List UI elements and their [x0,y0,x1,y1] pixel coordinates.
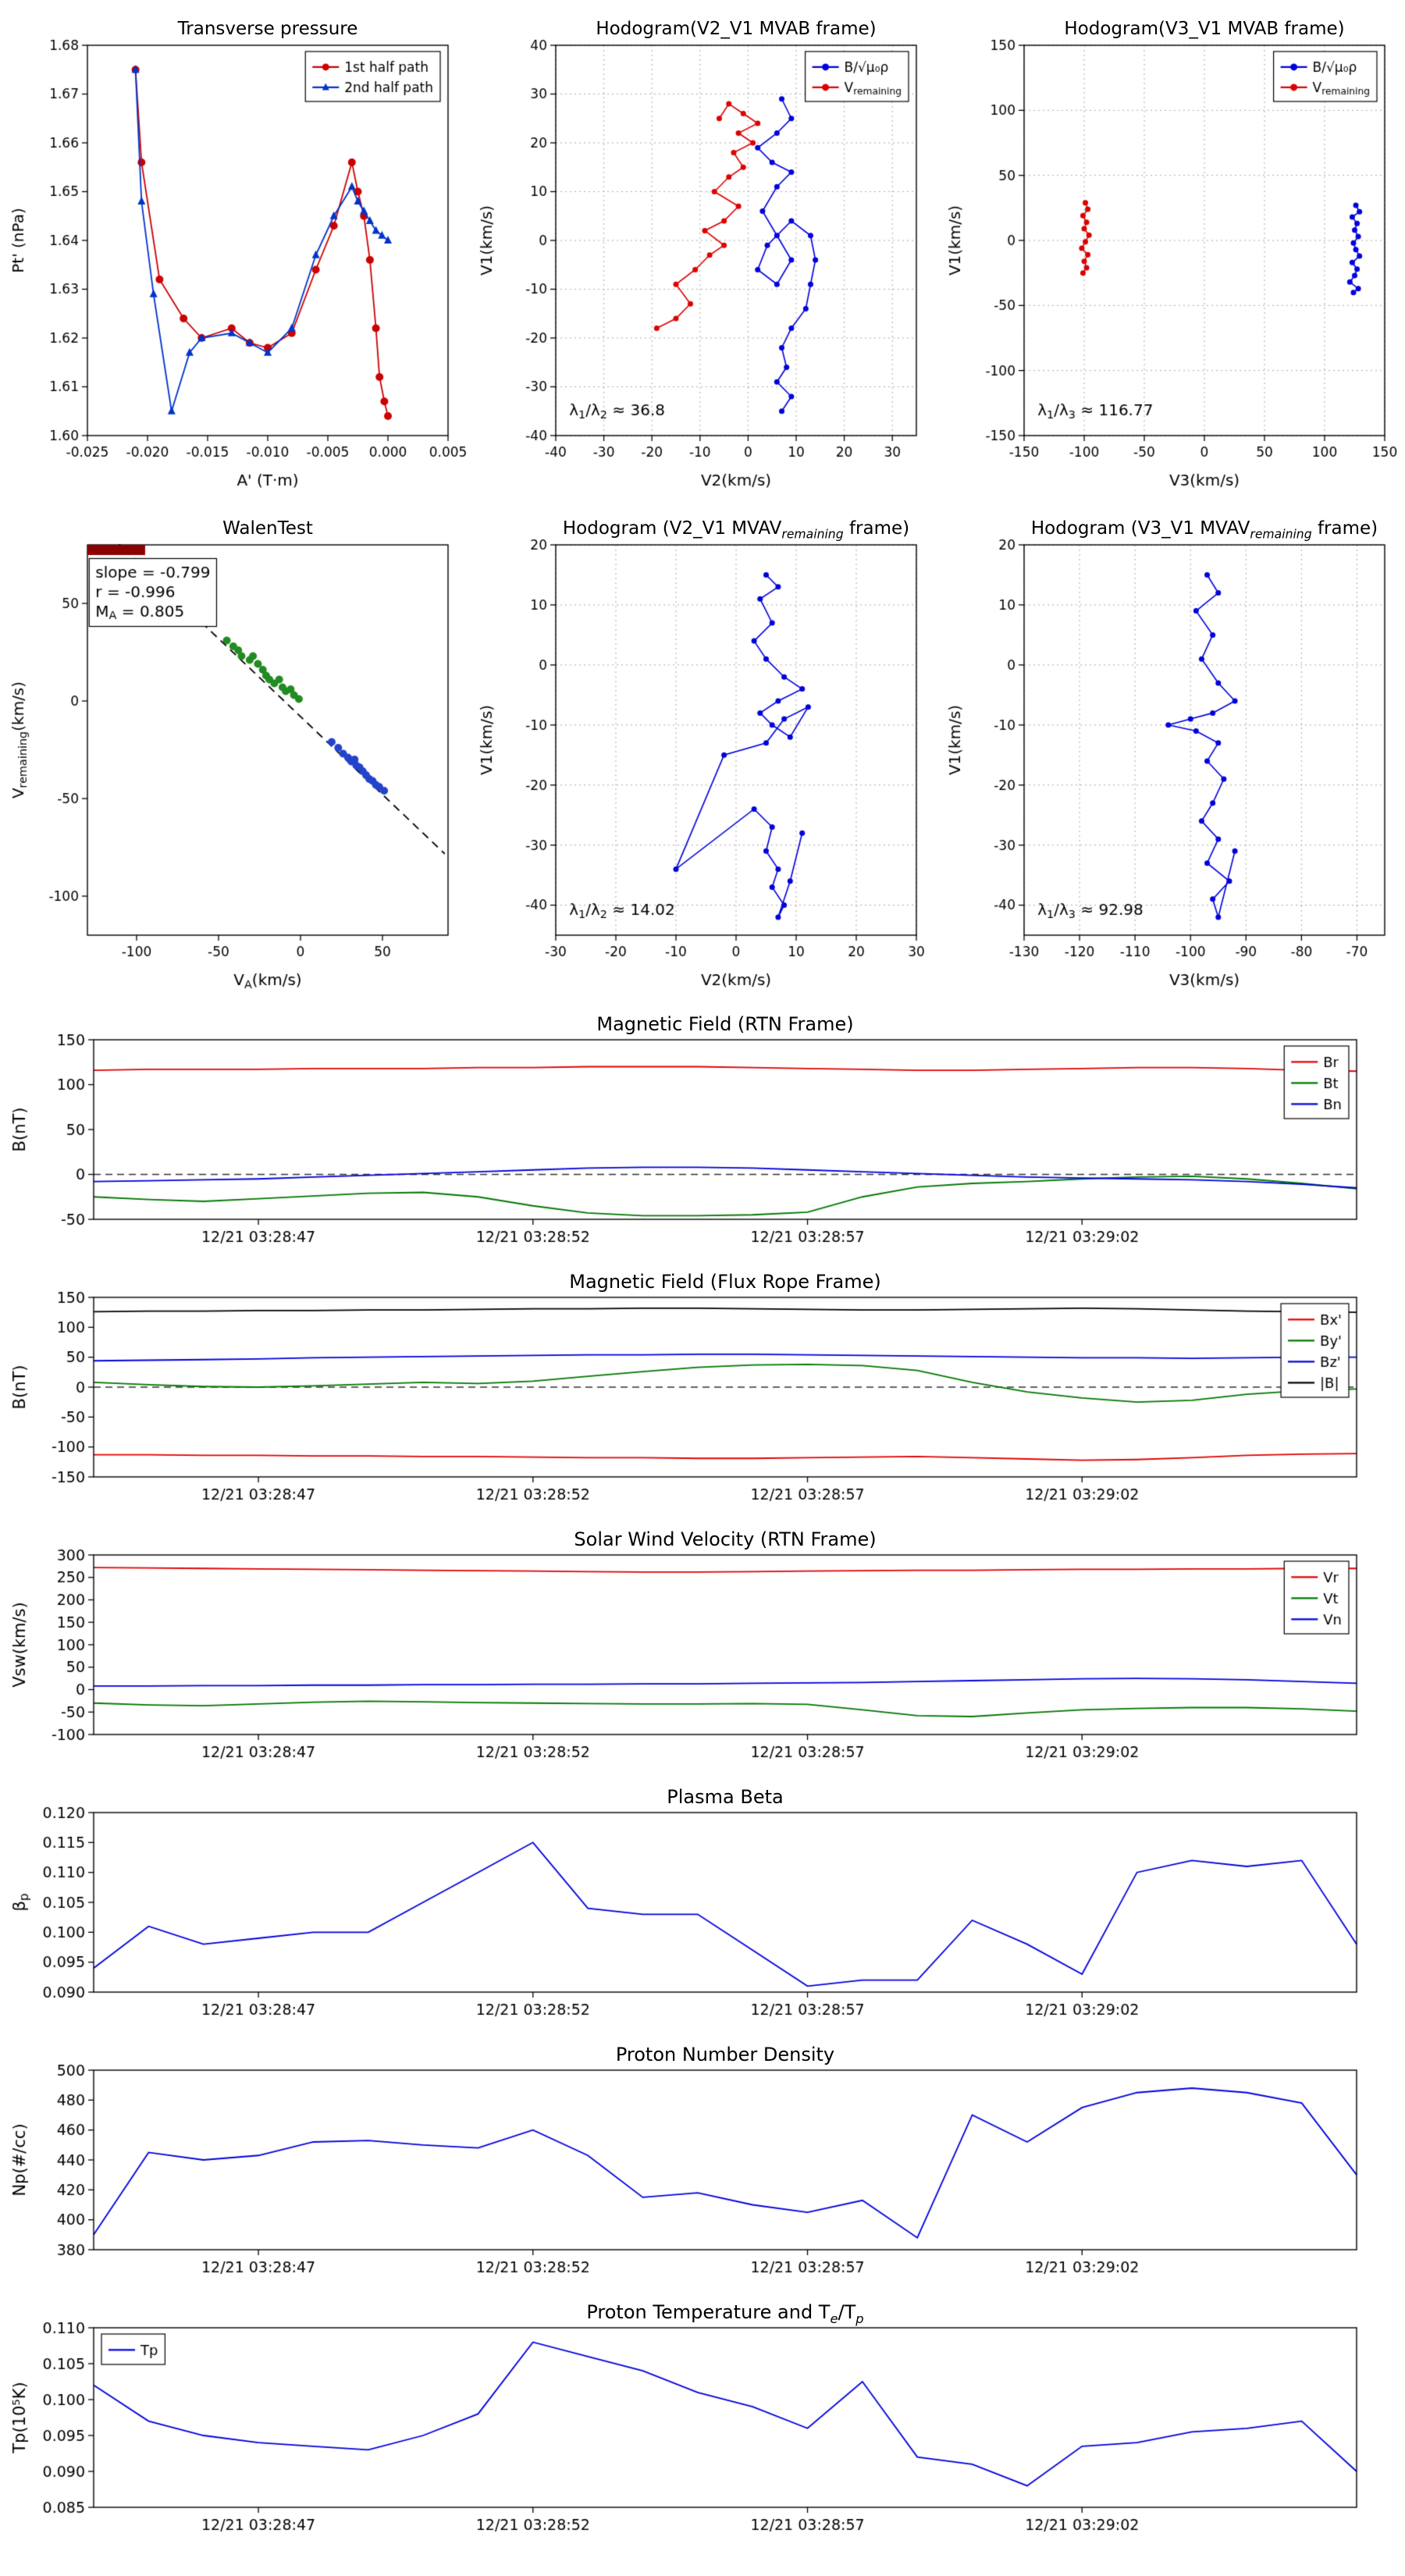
panel-hodogram-v3v1-mvav: Hodogram (V3_V1 MVAVremaining frame) [937,504,1405,1004]
panel-title-walen-test: WalenTest [222,518,313,539]
panel-magnetic-field-flux-rope: Magnetic Field (Flux Rope Frame) [0,1261,1405,1519]
panel-walen-test: WalenTest [0,504,468,1004]
panel-magnetic-field-rtn: Magnetic Field (RTN Frame) [0,1004,1405,1261]
panel-solar-wind-velocity: Solar Wind Velocity (RTN Frame) [0,1519,1405,1777]
transverse-pressure-plot [0,5,468,504]
panel-title-transverse-pressure: Transverse pressure [177,19,358,39]
magnetic-field-flux-rope-plot [0,1261,1405,1519]
panel-proton-number-density: Proton Number Density [0,2034,1405,2292]
panel-hodogram-v3v1-mvab: Hodogram(V3_V1 MVAB frame) [937,5,1405,504]
row-second-panels: WalenTest Hodogram (V2_V1 MVAVremaining … [0,504,1405,1004]
plasma-beta-plot [0,1777,1405,2034]
solar-wind-velocity-plot [0,1519,1405,1777]
panel-title-proton-temperature: Proton Temperature and Te/Tp [586,2301,864,2326]
panel-title-solar-wind-velocity: Solar Wind Velocity (RTN Frame) [574,1528,877,1550]
panel-plasma-beta: Plasma Beta [0,1777,1405,2034]
panel-title-hodogram-v3v1-mvab: Hodogram(V3_V1 MVAB frame) [1064,19,1345,39]
panel-title-proton-number-density: Proton Number Density [615,2044,835,2065]
hodogram-v2v1-mvab-plot [468,5,937,504]
walen-test-plot [0,504,468,1004]
panel-hodogram-v2v1-mvav: Hodogram (V2_V1 MVAVremaining frame) [468,504,937,1004]
panel-title-magnetic-field-flux-rope: Magnetic Field (Flux Rope Frame) [569,1271,881,1293]
panel-title-hodogram-v2v1-mvab: Hodogram(V2_V1 MVAB frame) [596,19,877,39]
magnetic-field-rtn-plot [0,1004,1405,1261]
panel-title-hodogram-v2v1-mvav: Hodogram (V2_V1 MVAVremaining frame) [562,518,910,542]
hodogram-v2v1-mvav-plot [468,504,937,1004]
proton-number-density-plot [0,2034,1405,2292]
hodogram-v3v1-mvab-plot [937,5,1405,504]
panel-hodogram-v2v1-mvab: Hodogram(V2_V1 MVAB frame) [468,5,937,504]
row-top-panels: Transverse pressure Hodogram(V2_V1 MVAB … [0,5,1405,504]
panel-title-hodogram-v3v1-mvav: Hodogram (V3_V1 MVAVremaining frame) [1030,518,1378,542]
panel-title-magnetic-field-rtn: Magnetic Field (RTN Frame) [596,1013,854,1035]
panel-transverse-pressure: Transverse pressure [0,5,468,504]
proton-temperature-plot [0,2292,1405,2549]
panel-title-plasma-beta: Plasma Beta [667,1786,784,1808]
panel-proton-temperature: Proton Temperature and Te/Tp [0,2292,1405,2549]
hodogram-v3v1-mvav-plot [937,504,1405,1004]
